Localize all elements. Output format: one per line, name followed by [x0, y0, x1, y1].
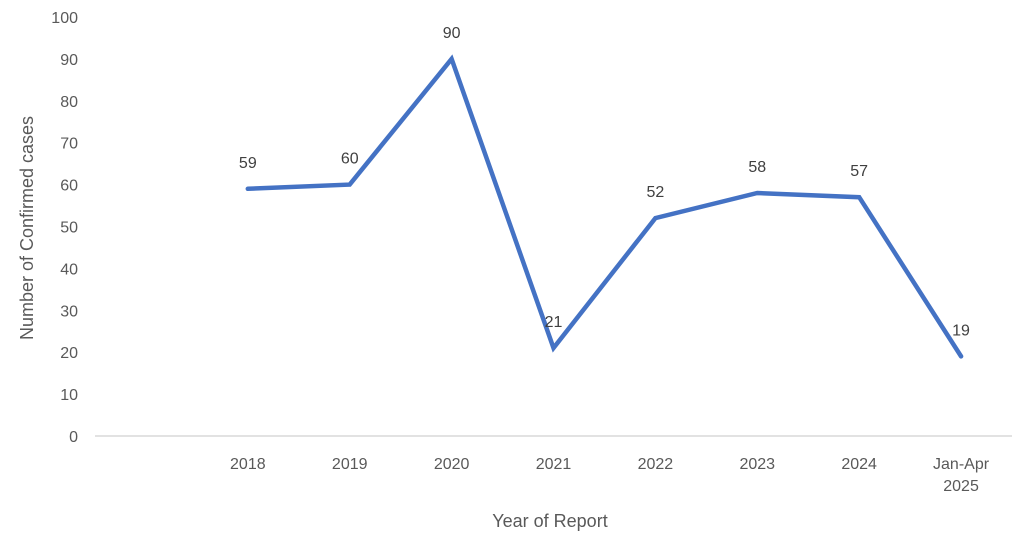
data-label: 59 — [239, 155, 257, 172]
data-label: 60 — [341, 151, 359, 168]
y-tick-label: 30 — [60, 303, 78, 320]
x-category-label: Jan-Apr — [933, 456, 990, 473]
series-line — [245, 54, 964, 359]
x-category-label: 2018 — [230, 456, 266, 473]
x-category-label: 2022 — [638, 456, 674, 473]
x-category-label: 2025 — [943, 478, 979, 495]
y-tick-label: 40 — [60, 261, 78, 278]
data-label: 19 — [952, 322, 970, 339]
x-axis-categories: 2018 2019 2020 2021 2022 2023 2024 Jan-Apr 2025 — [230, 456, 990, 495]
y-axis-title: Number of Confirmed cases — [17, 116, 37, 340]
y-tick-label: 10 — [60, 387, 78, 404]
x-category-label: 2019 — [332, 456, 368, 473]
y-tick-label: 50 — [60, 220, 78, 237]
data-label: 58 — [748, 159, 766, 176]
x-category-label: 2023 — [739, 456, 775, 473]
y-tick-label: 20 — [60, 345, 78, 362]
data-label: 90 — [443, 25, 461, 42]
y-axis-ticks: 0 10 20 30 40 50 60 70 80 90 100 — [51, 10, 78, 446]
x-category-label: 2021 — [536, 456, 572, 473]
data-label: 52 — [646, 184, 664, 201]
y-tick-label: 80 — [60, 94, 78, 111]
x-axis-title: Year of Report — [492, 511, 607, 531]
x-category-label: 2024 — [841, 456, 877, 473]
data-label: 21 — [545, 314, 563, 331]
y-tick-label: 60 — [60, 178, 78, 195]
x-category-label: 2020 — [434, 456, 470, 473]
y-tick-label: 0 — [69, 429, 78, 446]
data-label: 57 — [850, 163, 868, 180]
y-tick-label: 90 — [60, 52, 78, 69]
data-labels: 59 60 90 21 52 58 57 19 — [239, 25, 970, 339]
y-tick-label: 100 — [51, 10, 78, 27]
y-tick-label: 70 — [60, 136, 78, 153]
